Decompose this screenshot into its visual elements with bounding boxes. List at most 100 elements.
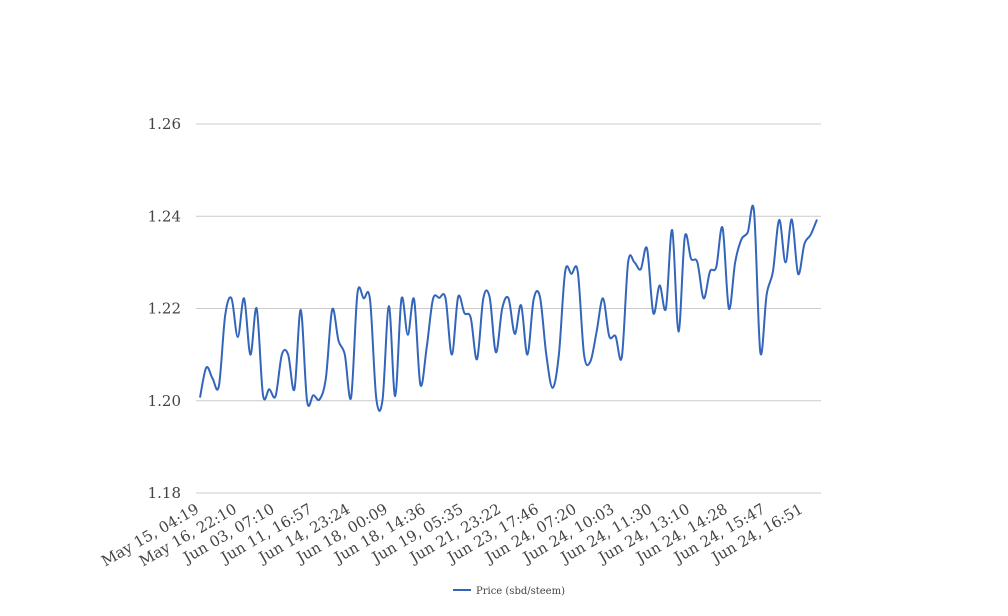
data-point bbox=[715, 266, 717, 268]
data-point bbox=[703, 297, 705, 299]
data-point bbox=[199, 397, 201, 399]
data-point bbox=[356, 293, 358, 295]
data-point bbox=[627, 261, 629, 263]
data-point bbox=[615, 335, 617, 337]
data-point bbox=[293, 388, 295, 390]
data-point bbox=[363, 297, 365, 299]
data-point bbox=[759, 351, 761, 353]
data-point bbox=[570, 273, 572, 275]
data-point bbox=[243, 297, 245, 299]
data-point bbox=[319, 398, 321, 400]
data-point bbox=[331, 308, 333, 310]
data-point bbox=[212, 378, 214, 380]
data-point bbox=[495, 351, 497, 353]
data-point bbox=[589, 361, 591, 363]
data-point bbox=[753, 211, 755, 213]
data-point bbox=[520, 304, 522, 306]
data-point bbox=[772, 271, 774, 273]
data-point bbox=[539, 296, 541, 298]
data-point bbox=[394, 395, 396, 397]
y-tick-label: 1.22 bbox=[148, 300, 181, 318]
data-point bbox=[218, 385, 220, 387]
data-point bbox=[533, 298, 535, 300]
data-point bbox=[325, 377, 327, 379]
data-point bbox=[640, 268, 642, 270]
data-point bbox=[803, 243, 805, 245]
data-point bbox=[249, 354, 251, 356]
data-point bbox=[552, 387, 554, 389]
y-tick-label: 1.26 bbox=[148, 115, 181, 133]
data-point bbox=[501, 308, 503, 310]
data-point bbox=[438, 297, 440, 299]
data-point bbox=[432, 298, 434, 300]
series-line-price bbox=[199, 204, 818, 412]
y-tick-label: 1.20 bbox=[148, 392, 181, 410]
data-point bbox=[684, 236, 686, 238]
data-point bbox=[564, 271, 566, 273]
data-point bbox=[350, 397, 352, 399]
data-point bbox=[426, 347, 428, 349]
y-tick-label: 1.24 bbox=[148, 207, 181, 225]
data-point bbox=[596, 331, 598, 333]
data-point bbox=[690, 258, 692, 260]
data-point bbox=[338, 340, 340, 342]
series-layer bbox=[199, 204, 818, 412]
data-point bbox=[722, 227, 724, 229]
data-point bbox=[778, 219, 780, 221]
data-point bbox=[287, 354, 289, 356]
data-point bbox=[205, 367, 207, 369]
data-point bbox=[470, 317, 472, 319]
data-point bbox=[268, 388, 270, 390]
data-point bbox=[696, 261, 698, 263]
data-point bbox=[583, 354, 585, 356]
data-point bbox=[300, 309, 302, 311]
data-point bbox=[558, 354, 560, 356]
data-point bbox=[407, 334, 409, 336]
data-point bbox=[451, 354, 453, 356]
data-point bbox=[306, 400, 308, 402]
legend-label: Price (sbd/steem) bbox=[476, 586, 565, 597]
data-point bbox=[489, 296, 491, 298]
data-point bbox=[602, 297, 604, 299]
data-point bbox=[608, 335, 610, 337]
data-point bbox=[526, 354, 528, 356]
data-point bbox=[797, 273, 799, 275]
data-point bbox=[230, 297, 232, 299]
data-point bbox=[709, 271, 711, 273]
gridlines bbox=[196, 123, 821, 494]
data-point bbox=[419, 384, 421, 386]
data-point bbox=[457, 296, 459, 298]
data-point bbox=[508, 297, 510, 299]
data-point bbox=[621, 356, 623, 358]
data-point bbox=[482, 297, 484, 299]
data-point bbox=[747, 231, 749, 233]
data-point bbox=[665, 308, 667, 310]
data-point bbox=[816, 218, 818, 220]
data-point bbox=[224, 314, 226, 316]
data-point bbox=[545, 354, 547, 356]
data-point bbox=[256, 308, 258, 310]
data-point bbox=[810, 234, 812, 236]
data-point bbox=[382, 398, 384, 400]
data-point bbox=[652, 312, 654, 314]
data-point bbox=[463, 312, 465, 314]
data-point bbox=[766, 294, 768, 296]
data-point bbox=[237, 336, 239, 338]
data-point bbox=[275, 395, 277, 397]
y-axis-tick-labels: 1.18 1.20 1.22 1.24 1.26 bbox=[148, 115, 181, 502]
data-point bbox=[445, 297, 447, 299]
data-point bbox=[413, 298, 415, 300]
data-point bbox=[577, 271, 579, 273]
data-point bbox=[514, 333, 516, 335]
data-point bbox=[388, 305, 390, 307]
legend[interactable]: Price (sbd/steem) bbox=[453, 586, 565, 597]
data-point bbox=[476, 358, 478, 360]
y-tick-label: 1.18 bbox=[148, 484, 181, 502]
data-point bbox=[344, 354, 346, 356]
data-point bbox=[369, 298, 371, 300]
data-point bbox=[671, 229, 673, 231]
data-point bbox=[312, 394, 314, 396]
data-point bbox=[791, 218, 793, 220]
